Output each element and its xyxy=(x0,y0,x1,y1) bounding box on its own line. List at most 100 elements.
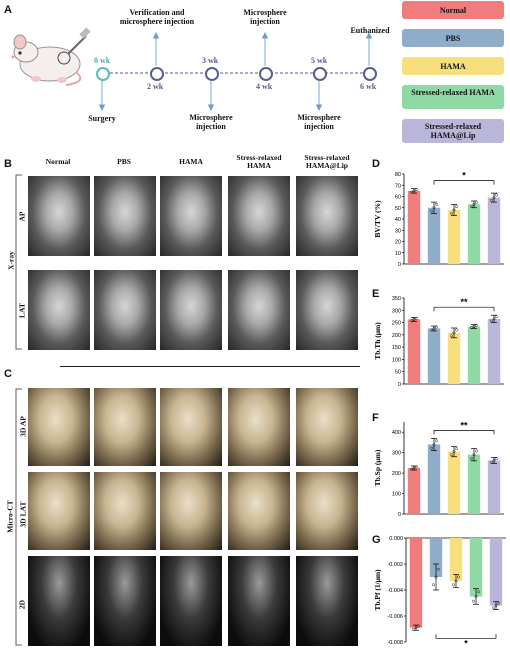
timeline-node-0 xyxy=(96,67,110,81)
data-point xyxy=(435,202,438,206)
panel-letter-f: F xyxy=(372,412,379,424)
y-tick-label: 400 xyxy=(392,430,401,436)
data-point xyxy=(475,449,478,453)
chart-tbpf: Tb.Pf (1/μm) 0.000 -0.002 -0.004 -0.006 -0.00… xyxy=(373,536,506,648)
y-tick-label: 200 xyxy=(392,333,401,339)
microct-group-bracket xyxy=(15,388,22,646)
section-divider xyxy=(60,366,360,367)
y-tick-label: 80 xyxy=(395,172,401,178)
ct-3dap-sr-hama-lip xyxy=(296,388,358,466)
week-label-3: 3 wk xyxy=(202,56,219,65)
bar xyxy=(427,207,441,264)
legend-label-hama: HAMA xyxy=(440,62,466,71)
data-point xyxy=(495,457,498,461)
y-tick-label: 30 xyxy=(395,228,401,234)
ct-3dap-pbs xyxy=(94,388,156,466)
y-tick-label: 300 xyxy=(392,451,401,457)
data-point xyxy=(455,328,458,332)
week-label-2: 2 wk xyxy=(147,82,164,91)
bar xyxy=(487,460,501,514)
y-tick-label: 100 xyxy=(392,492,401,498)
event-injection-3: Microsphere injection xyxy=(189,113,233,131)
col-header-sr-hama-lip: Stress-relaxed HAMA@Lip xyxy=(304,153,350,170)
y-tick-label: 20 xyxy=(395,240,401,246)
bar xyxy=(449,538,463,581)
legend-swatch-hama xyxy=(402,57,504,75)
panel-letter-d: D xyxy=(372,158,380,170)
data-point xyxy=(494,604,498,608)
significance-bracket xyxy=(433,430,495,435)
ct-2d-sr-hama xyxy=(228,556,290,646)
timeline-node-2 xyxy=(150,67,164,81)
data-point xyxy=(435,325,438,329)
y-axis-label: Tb.Pf (1/μm) xyxy=(373,569,382,611)
y-tick-label: 100 xyxy=(392,357,401,363)
y-axis-label: Tb.Th (μm) xyxy=(373,322,382,360)
legend-swatch-sr-hama-lip xyxy=(402,119,504,143)
data-point xyxy=(410,319,413,323)
data-point xyxy=(455,447,458,451)
panel-letter-a: A xyxy=(4,4,12,16)
bar xyxy=(487,197,501,264)
bar xyxy=(409,538,423,628)
data-point xyxy=(477,590,480,594)
data-point xyxy=(475,323,478,327)
significance-label: * xyxy=(462,171,466,181)
y-tick-label: -0.002 xyxy=(387,562,403,568)
event-surgery: Surgery xyxy=(88,114,116,123)
data-point xyxy=(452,331,456,335)
week-label-0: 0 wk xyxy=(94,56,111,65)
y-tick-label: 60 xyxy=(395,195,401,201)
bar xyxy=(407,319,421,384)
data-point xyxy=(450,453,453,457)
ct-2d-hama xyxy=(160,556,222,646)
col-header-pbs: PBS xyxy=(117,157,131,166)
data-point xyxy=(452,450,456,454)
xray-group-label: X-ray xyxy=(6,251,16,270)
ct-3dlat-normal xyxy=(28,472,90,550)
legend-label-normal: Normal xyxy=(439,6,467,15)
timeline-node-6 xyxy=(363,67,377,81)
panel-letter-g: G xyxy=(372,534,381,546)
ct-2d-sr-hama-lip xyxy=(296,556,358,646)
bar xyxy=(407,190,421,264)
ct-3dap-hama xyxy=(160,388,222,466)
data-point xyxy=(430,328,433,332)
data-point xyxy=(497,601,500,605)
y-tick-label: 0 xyxy=(398,512,401,518)
data-point xyxy=(492,317,496,321)
data-point xyxy=(432,443,436,446)
y-tick-label: 300 xyxy=(392,308,401,314)
bar xyxy=(467,326,481,384)
data-point xyxy=(410,190,413,194)
row-label-3d-ap: 3D AP xyxy=(18,416,28,437)
week-label-6: 6 wk xyxy=(360,82,377,91)
ct-3dlat-hama xyxy=(160,472,222,550)
bar xyxy=(407,468,421,514)
xray-lat-pbs xyxy=(94,270,156,350)
data-point xyxy=(430,446,433,450)
data-point xyxy=(492,458,496,462)
data-point xyxy=(492,196,496,200)
xray-group-bracket xyxy=(15,174,22,350)
event-verification: Verification and microsphere injection xyxy=(119,8,195,26)
col-header-sr-hama: Stress-relaxed HAMA xyxy=(236,153,282,170)
data-point xyxy=(450,211,453,215)
ct-2d-pbs xyxy=(94,556,156,646)
significance-label: * xyxy=(464,638,468,648)
data-point xyxy=(470,456,473,460)
ct-3dlat-sr-hama-lip xyxy=(296,472,358,550)
data-point xyxy=(472,202,476,206)
y-tick-label: -0.008 xyxy=(387,640,403,646)
data-point xyxy=(412,189,416,193)
y-tick-label: 150 xyxy=(392,345,401,351)
col-header-hama: HAMA xyxy=(179,157,203,166)
xray-lat-normal xyxy=(28,270,90,350)
bar xyxy=(447,332,461,384)
xray-lat-sr-hama xyxy=(228,270,290,350)
legend-label-sr-hama: Stressed-relaxed HAMA xyxy=(411,88,495,97)
timeline-node-5 xyxy=(313,67,327,81)
panel-letter-c: C xyxy=(4,368,12,380)
data-point xyxy=(475,200,478,204)
xray-ap-pbs xyxy=(94,176,156,256)
